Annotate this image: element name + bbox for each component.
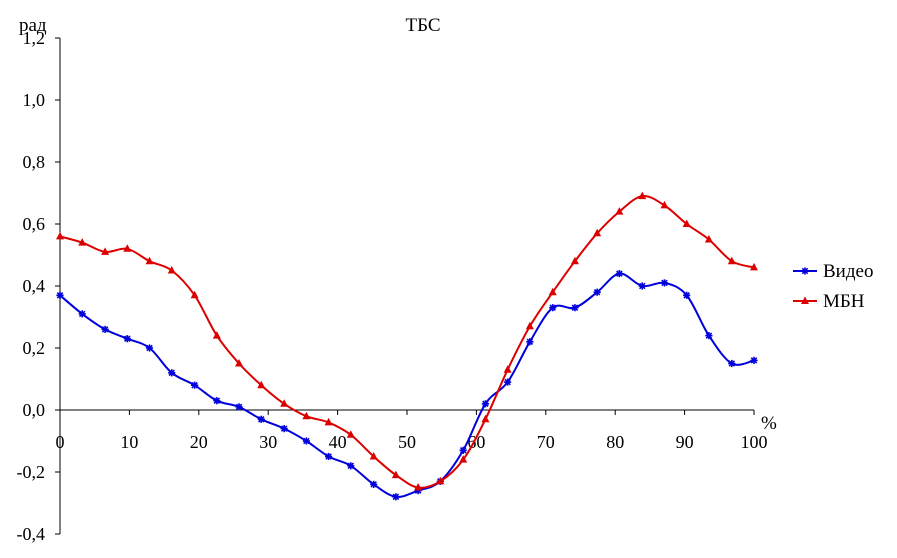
data-point-series-2 xyxy=(346,430,355,438)
data-point-series-1 xyxy=(638,282,646,290)
data-point-series-2 xyxy=(660,200,669,209)
data-point-series-2 xyxy=(481,414,490,423)
chart-title: ТБС xyxy=(405,15,440,36)
y-tick-label: 0,4 xyxy=(23,276,46,296)
series-group xyxy=(56,191,758,501)
x-tick-label: 30 xyxy=(259,432,277,452)
data-point-series-1 xyxy=(683,291,691,299)
data-point-series-1 xyxy=(347,462,355,470)
y-tick-label: -0,4 xyxy=(17,524,46,544)
x-tick-label: 0 xyxy=(56,432,65,452)
x-tick-label: 70 xyxy=(537,432,555,452)
data-point-series-2 xyxy=(167,266,176,274)
data-point-series-2 xyxy=(638,191,647,200)
data-point-series-2 xyxy=(257,380,266,389)
x-tick-label: 80 xyxy=(606,432,624,452)
data-point-series-2 xyxy=(750,262,758,271)
x-tick-label: 10 xyxy=(120,432,138,452)
data-point-series-2 xyxy=(145,256,154,265)
data-point-series-1 xyxy=(705,332,713,340)
data-point-series-2 xyxy=(391,470,400,479)
data-point-series-2 xyxy=(682,219,691,227)
data-point-series-2 xyxy=(212,331,221,339)
legend-marker-1 xyxy=(801,267,809,275)
legend-marker-2 xyxy=(801,296,809,304)
data-point-series-2 xyxy=(280,399,289,407)
tick-labels: 1,2 1,0 0,8 0,6 0,4 0,2 0,0 -0,2 -0,4 0 10 20 30 40 50… xyxy=(17,28,768,544)
x-tick-label: 50 xyxy=(398,432,416,452)
legend-label-1: Видео xyxy=(823,261,873,282)
y-tick-label: 1,0 xyxy=(23,90,46,110)
data-point-series-2 xyxy=(503,365,512,373)
data-point-series-2 xyxy=(369,452,378,460)
data-point-series-2 xyxy=(727,256,736,265)
data-point-series-2 xyxy=(101,247,110,255)
data-point-series-1 xyxy=(728,359,736,368)
data-point-series-1 xyxy=(78,310,86,318)
series-line-1 xyxy=(59,272,755,498)
data-point-series-1 xyxy=(459,446,467,454)
data-point-series-1 xyxy=(593,288,601,296)
data-point-series-1 xyxy=(235,403,243,411)
data-point-series-2 xyxy=(78,238,87,246)
data-point-series-1 xyxy=(526,338,534,346)
y-axis-label: рад xyxy=(19,15,47,36)
data-point-series-2 xyxy=(615,207,624,215)
data-point-series-1 xyxy=(280,425,288,433)
data-point-series-2 xyxy=(190,290,199,299)
y-tick-label: 0,6 xyxy=(23,214,46,234)
data-point-series-1 xyxy=(302,437,310,445)
data-point-series-1 xyxy=(324,452,333,461)
data-point-series-1 xyxy=(615,270,623,278)
data-point-series-2 xyxy=(324,417,333,426)
legend-label-2: МБН xyxy=(823,291,865,312)
data-point-series-1 xyxy=(660,279,669,287)
y-tick-label: 0,8 xyxy=(23,152,46,172)
data-point-series-1 xyxy=(392,493,400,501)
data-point-series-2 xyxy=(123,244,132,252)
data-point-series-2 xyxy=(548,287,557,296)
data-point-series-2 xyxy=(436,476,445,485)
data-point-series-1 xyxy=(145,344,154,352)
x-tick-label: 40 xyxy=(329,432,347,452)
data-point-series-2 xyxy=(459,455,468,463)
data-point-series-1 xyxy=(56,291,64,299)
data-point-series-2 xyxy=(570,256,579,265)
x-axis-label: % xyxy=(761,413,777,434)
data-point-series-2 xyxy=(56,231,64,240)
axes xyxy=(55,37,755,535)
x-tick-label: 90 xyxy=(676,432,694,452)
data-point-series-1 xyxy=(750,356,758,364)
data-point-series-1 xyxy=(504,378,512,386)
y-tick-label: 0,0 xyxy=(23,400,46,420)
data-point-series-1 xyxy=(481,400,490,408)
x-tick-label: 20 xyxy=(190,432,208,452)
data-point-series-2 xyxy=(525,321,534,330)
y-tick-label: 0,2 xyxy=(23,338,46,358)
data-point-series-2 xyxy=(593,228,602,237)
data-point-series-2 xyxy=(302,411,311,420)
data-point-series-2 xyxy=(704,235,713,243)
data-point-series-1 xyxy=(123,335,131,343)
data-point-series-1 xyxy=(549,304,557,312)
data-point-series-1 xyxy=(168,369,176,377)
x-tick-label: 100 xyxy=(741,432,768,452)
data-point-series-1 xyxy=(571,304,579,312)
legend: Видео МБН xyxy=(793,261,873,312)
data-point-series-1 xyxy=(101,325,109,333)
data-point-series-2 xyxy=(414,483,423,491)
y-tick-label: 1,2 xyxy=(23,28,46,48)
data-point-series-1 xyxy=(213,397,221,405)
data-point-series-1 xyxy=(257,415,265,423)
data-point-series-1 xyxy=(370,480,378,488)
data-point-series-2 xyxy=(235,359,244,367)
y-tick-label: -0,2 xyxy=(17,462,46,482)
data-point-series-1 xyxy=(191,381,199,389)
